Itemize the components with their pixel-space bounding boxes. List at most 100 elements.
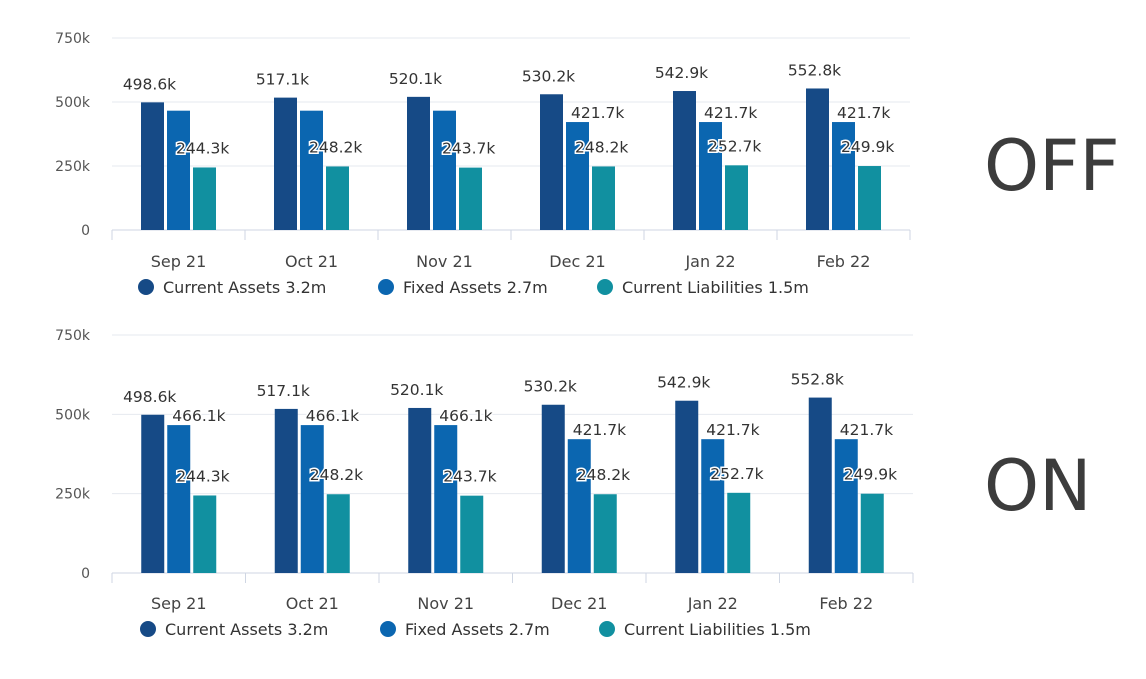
data-label: 520.1k (390, 381, 443, 399)
data-label: 243.7k (442, 140, 495, 158)
bar-current-liabilities[interactable] (858, 166, 881, 230)
bar-fixed-assets[interactable] (433, 110, 456, 230)
bar-current-assets[interactable] (407, 96, 430, 230)
data-label: 421.7k (840, 421, 893, 439)
legend-marker (138, 279, 154, 295)
data-label: 517.1k (257, 382, 310, 400)
bar-current-liabilities[interactable] (593, 494, 617, 573)
data-label: 466.1k (306, 407, 359, 425)
data-label: 466.1k (439, 407, 492, 425)
bar-fixed-assets[interactable] (567, 439, 591, 573)
bar-chart-off: 0 250k 500k 750k Sep 21 498.6k 244.3k Oct 21 517… (55, 31, 911, 297)
data-label: 244.3k (176, 467, 229, 485)
bar-current-liabilities[interactable] (460, 495, 484, 573)
data-label: 552.8k (791, 371, 844, 389)
bar-current-liabilities[interactable] (459, 167, 482, 230)
legend-marker (597, 279, 613, 295)
data-label: 243.7k (443, 468, 496, 486)
legend-item-current-liabilities[interactable]: Current Liabilities 1.5m (599, 620, 811, 639)
x-tick-label: Oct 21 (286, 594, 339, 613)
legend-marker (378, 279, 394, 295)
y-tick-label: 500k (55, 407, 91, 423)
bar-current-liabilities[interactable] (725, 165, 748, 230)
bar-current-assets[interactable] (274, 97, 297, 230)
data-label: 498.6k (123, 388, 176, 406)
legend-item-current-liabilities[interactable]: Current Liabilities 1.5m (597, 278, 809, 297)
data-label: 249.9k (841, 138, 894, 156)
bar-current-liabilities[interactable] (193, 167, 216, 230)
bar-current-assets[interactable] (808, 397, 832, 573)
legend-marker (599, 621, 615, 637)
data-label: 248.2k (575, 138, 628, 156)
bar-fixed-assets[interactable] (167, 425, 191, 573)
bar-fixed-assets[interactable] (167, 110, 190, 230)
y-tick-label: 0 (81, 566, 90, 582)
y-tick-label: 750k (55, 328, 91, 344)
data-label: 530.2k (524, 378, 577, 396)
x-tick-label: Dec 21 (551, 594, 607, 613)
bar-current-liabilities[interactable] (592, 166, 615, 230)
legend-item-fixed-assets[interactable]: Fixed Assets 2.7m (378, 278, 548, 297)
y-tick-label: 250k (55, 159, 91, 175)
y-tick-label: 750k (55, 31, 91, 47)
bar-fixed-assets[interactable] (300, 425, 324, 573)
data-label: 248.2k (577, 466, 630, 484)
bar-current-liabilities[interactable] (326, 166, 349, 230)
legend-marker (140, 621, 156, 637)
data-label: 542.9k (655, 64, 708, 82)
legend-marker (380, 621, 396, 637)
bar-current-liabilities[interactable] (326, 494, 350, 573)
legend-label: Fixed Assets 2.7m (405, 620, 550, 639)
bar-current-liabilities[interactable] (860, 493, 884, 573)
legend-item-current-assets[interactable]: Current Assets 3.2m (140, 620, 328, 639)
bar-current-assets[interactable] (541, 404, 565, 573)
x-tick-label: Sep 21 (151, 252, 207, 271)
state-label-off: OFF (984, 125, 1120, 207)
y-tick-label: 250k (55, 487, 91, 503)
legend-item-current-assets[interactable]: Current Assets 3.2m (138, 278, 326, 297)
legend-item-fixed-assets[interactable]: Fixed Assets 2.7m (380, 620, 550, 639)
data-label: 530.2k (522, 67, 575, 85)
bar-current-liabilities[interactable] (727, 492, 751, 573)
bar-current-liabilities[interactable] (193, 495, 217, 573)
data-label: 466.1k (172, 407, 225, 425)
bar-current-assets[interactable] (806, 88, 829, 230)
bar-fixed-assets[interactable] (699, 122, 722, 230)
data-label: 252.7k (710, 465, 763, 483)
data-label: 249.9k (844, 466, 897, 484)
data-label: 248.2k (309, 138, 362, 156)
x-tick-label: Feb 22 (817, 252, 871, 271)
data-label: 248.2k (310, 466, 363, 484)
bar-fixed-assets[interactable] (832, 122, 855, 230)
x-tick-label: Sep 21 (151, 594, 207, 613)
bar-current-assets[interactable] (673, 91, 696, 230)
bar-fixed-assets[interactable] (434, 425, 458, 573)
data-label: 421.7k (837, 104, 890, 122)
x-tick-label: Jan 22 (684, 252, 735, 271)
bar-current-assets[interactable] (274, 408, 298, 573)
data-label: 517.1k (256, 71, 309, 89)
data-label: 520.1k (389, 70, 442, 88)
bar-fixed-assets[interactable] (566, 122, 589, 230)
x-tick-label: Feb 22 (819, 594, 873, 613)
bar-current-assets[interactable] (675, 400, 699, 573)
legend-label: Fixed Assets 2.7m (403, 278, 548, 297)
bar-current-assets[interactable] (540, 94, 563, 230)
x-tick-label: Nov 21 (416, 252, 473, 271)
data-label: 552.8k (788, 61, 841, 79)
bar-fixed-assets[interactable] (701, 439, 725, 573)
legend-label: Current Liabilities 1.5m (624, 620, 811, 639)
data-label: 542.9k (657, 374, 710, 392)
bar-current-assets[interactable] (408, 407, 432, 573)
legend-label: Current Assets 3.2m (163, 278, 326, 297)
data-label: 421.7k (704, 104, 757, 122)
x-tick-label: Jan 22 (687, 594, 738, 613)
bar-current-assets[interactable] (141, 414, 165, 573)
data-label: 498.6k (123, 75, 176, 93)
bar-fixed-assets[interactable] (300, 110, 323, 230)
data-label: 244.3k (176, 139, 229, 157)
x-tick-label: Nov 21 (417, 594, 474, 613)
legend-label: Current Assets 3.2m (165, 620, 328, 639)
bar-current-assets[interactable] (141, 102, 164, 230)
bar-fixed-assets[interactable] (834, 439, 858, 573)
